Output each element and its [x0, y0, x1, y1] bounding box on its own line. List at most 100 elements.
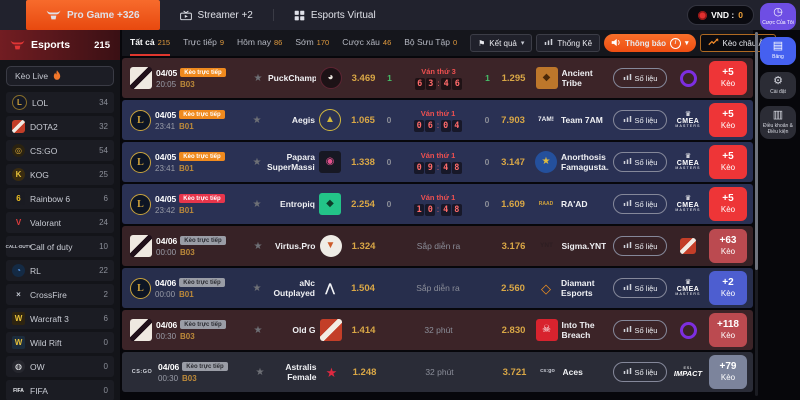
team2-odds[interactable]: 2.560: [501, 282, 525, 294]
more-odds-button[interactable]: +5 Kèo: [709, 145, 747, 179]
sidebar-item-warcraft-3[interactable]: W Warcraft 3 6: [6, 308, 114, 329]
more-odds-button[interactable]: +63 Kèo: [709, 229, 747, 263]
more-odds-button[interactable]: +118 Kèo: [709, 313, 747, 347]
team1-odds[interactable]: 1.065: [351, 114, 375, 126]
more-odds-button[interactable]: +5 Kèo: [709, 187, 747, 221]
vertical-scrollbar[interactable]: [755, 32, 758, 396]
favorite-star-icon[interactable]: ★: [252, 198, 262, 210]
stats-button[interactable]: Số liệu: [613, 236, 667, 256]
favorite-star-icon[interactable]: ★: [253, 240, 263, 252]
match-row[interactable]: 04/06 Kèo trực tiếp 00:00 B03 ★ Virtus.Pro ▼ 1.…: [122, 226, 753, 266]
match-row[interactable]: 04/06 Kèo trực tiếp 00:30 B03 ★ Old G 1.414 32 …: [122, 310, 753, 350]
more-odds-button[interactable]: +5 Kèo: [709, 103, 747, 137]
stats-button[interactable]: Số liệu: [613, 320, 667, 340]
match-time: 23:41: [155, 121, 176, 131]
filter-tab-h-m-nay[interactable]: Hôm nay 86: [237, 30, 282, 56]
team1-odds[interactable]: 1.338: [351, 156, 375, 168]
match-row[interactable]: CS:GO 04/06 Kèo trực tiếp 00:30 B03 ★ Astralis…: [122, 352, 753, 392]
sidebar-item-valorant[interactable]: V Valorant 24: [6, 212, 114, 233]
settings-button[interactable]: ⚙ Cài đặt: [760, 71, 796, 99]
favorite-star-icon[interactable]: ★: [255, 366, 265, 378]
series-format: B01: [179, 289, 194, 299]
match-row[interactable]: L 04/06 Kèo trực tiếp 00:00 B01 ★ aNc Outplaye…: [122, 268, 753, 308]
stats-button[interactable]: Số liệu: [613, 194, 667, 214]
sidebar-item-cs-go[interactable]: ◎ CS:GO 54: [6, 140, 114, 161]
status-text: Sắp diễn ra: [416, 283, 460, 293]
team2-name: RA'AD: [561, 198, 588, 209]
match-row[interactable]: 04/05 Kèo trực tiếp 20:05 B03 ★ PuckChamp ◕ 3.4…: [122, 58, 753, 98]
team2-odds[interactable]: 2.830: [501, 324, 526, 336]
more-odds-button[interactable]: +5 Kèo: [709, 61, 747, 95]
team2-odds[interactable]: 7.903: [501, 114, 525, 126]
sidebar-item-rl[interactable]: ◔ RL 22: [6, 260, 114, 281]
match-row[interactable]: L 04/05 Kèo trực tiếp 23:41 B01 ★ Papara Super…: [122, 142, 753, 182]
filter-tab-tr-c-ti-p[interactable]: Trực tiếp 9: [183, 30, 224, 56]
top-tab-esports-virtual[interactable]: Esports Virtual: [274, 0, 396, 30]
notifications-button[interactable]: Thông báo i ▾: [604, 34, 696, 52]
results-button[interactable]: ⚑ Kết quả ▾: [470, 34, 533, 52]
more-odds-count: +79: [719, 361, 737, 373]
team1-odds[interactable]: 1.414: [351, 324, 376, 336]
stats-button[interactable]: Số liệu: [613, 68, 667, 88]
more-odds-button[interactable]: +2 Kèo: [709, 271, 747, 305]
sidebar-item-lol[interactable]: L LOL 34: [6, 92, 114, 113]
league-icon: [671, 321, 705, 339]
sidebar-item-kog[interactable]: K KOG 25: [6, 164, 114, 185]
team1-odds[interactable]: 1.248: [352, 366, 377, 378]
favorite-star-icon[interactable]: ★: [253, 324, 263, 336]
sidebar-item-rainbow-6[interactable]: 6 Rainbow 6 6: [6, 188, 114, 209]
team2-odds[interactable]: 3.721: [502, 366, 527, 378]
top-tab-streamer[interactable]: Streamer +2: [160, 0, 273, 30]
stats-button[interactable]: Số liệu: [613, 278, 667, 298]
team1-name: Astralis Female: [285, 361, 317, 382]
sidebar-item-dota2[interactable]: DOTA2 32: [6, 116, 114, 137]
team1-odds[interactable]: 3.469: [351, 72, 376, 84]
team1-logo: ▲: [319, 109, 341, 131]
match-row[interactable]: L 04/05 Kèo trực tiếp 23:42 B01 ★ Entropiq ◆ 2.2…: [122, 184, 753, 224]
team1-odds[interactable]: 1.324: [351, 240, 376, 252]
scrollbar-thumb[interactable]: [755, 32, 758, 270]
stats-button[interactable]: Số liệu: [613, 362, 667, 382]
match-row[interactable]: L 04/05 Kèo trực tiếp 23:41 B01 ★ Aegis ▲ 1.065 0…: [122, 100, 753, 140]
team2-odds[interactable]: 1.609: [501, 198, 525, 210]
sidebar-item-call-of-duty[interactable]: CALL·DUTY Call of duty 10: [6, 236, 114, 257]
filter-tab-label: Hôm nay: [236, 37, 271, 47]
filter-tab-s-m[interactable]: Sớm 170: [295, 30, 329, 56]
board-button[interactable]: ▤ Bảng: [760, 37, 796, 65]
team1-odds[interactable]: 1.504: [351, 282, 375, 294]
sidebar-item-fifa[interactable]: FIFA FIFA 0: [6, 380, 114, 400]
lol-game-icon: L: [130, 151, 151, 173]
sidebar-item-crossfire[interactable]: × CrossFire 2: [6, 284, 114, 305]
favorite-star-icon[interactable]: ★: [252, 282, 262, 294]
balance-pill[interactable]: VND : 0: [687, 5, 754, 25]
match-date: 04/06: [155, 277, 177, 288]
timer-digit: 8: [451, 161, 462, 174]
team1-odds[interactable]: 2.254: [351, 198, 375, 210]
team2-odds[interactable]: 1.295: [501, 72, 526, 84]
match-datetime: 04/05 Kèo trực tiếp 23:41 B01: [155, 152, 247, 173]
stats-button[interactable]: Số liệu: [613, 110, 667, 130]
favorite-star-icon[interactable]: ★: [253, 72, 263, 84]
favorite-star-icon[interactable]: ★: [252, 114, 262, 126]
filter-tab-c-c-x-u[interactable]: Cược xâu 46: [342, 30, 391, 56]
timer-digit: 3: [425, 77, 436, 90]
team2-odds[interactable]: 3.147: [501, 156, 525, 168]
filter-tab-t-t-c-[interactable]: Tất cả 215: [130, 30, 171, 56]
terms-button[interactable]: ▥ Điều khoản & Điều kiện: [760, 105, 796, 140]
stats-button[interactable]: Số liệu: [613, 152, 667, 172]
statistics-button[interactable]: Thống Kê: [536, 34, 601, 52]
my-bets-button[interactable]: ◷ Cược Của Tôi: [760, 3, 796, 31]
team1-logo: ★: [325, 364, 338, 380]
top-tab-pro-game[interactable]: Pro Game +326: [26, 0, 160, 30]
team2-odds[interactable]: 3.176: [501, 240, 526, 252]
favorite-star-icon[interactable]: ★: [252, 156, 262, 168]
team1-logo: ◕: [319, 67, 342, 89]
more-odds-button[interactable]: +79 Kèo: [709, 355, 747, 389]
sidebar-item-wild-rift[interactable]: W Wild Rift 0: [6, 332, 114, 353]
right-utility-rail: ◷ Cược Của Tôi ▤ Bảng ⚙ Cài đặt ▥ Điều khoản & …: [758, 3, 798, 140]
match-datetime: 04/05 Kèo trực tiếp 23:42 B01: [155, 194, 247, 215]
sidebar-item-ow[interactable]: ◍ OW 0: [6, 356, 114, 377]
filter-tab-b-s-u-t-p[interactable]: Bộ Sưu Tập 0: [404, 30, 457, 56]
live-odds-filter[interactable]: Kèo Live: [6, 66, 114, 86]
results-label: Kết quả: [489, 38, 517, 48]
